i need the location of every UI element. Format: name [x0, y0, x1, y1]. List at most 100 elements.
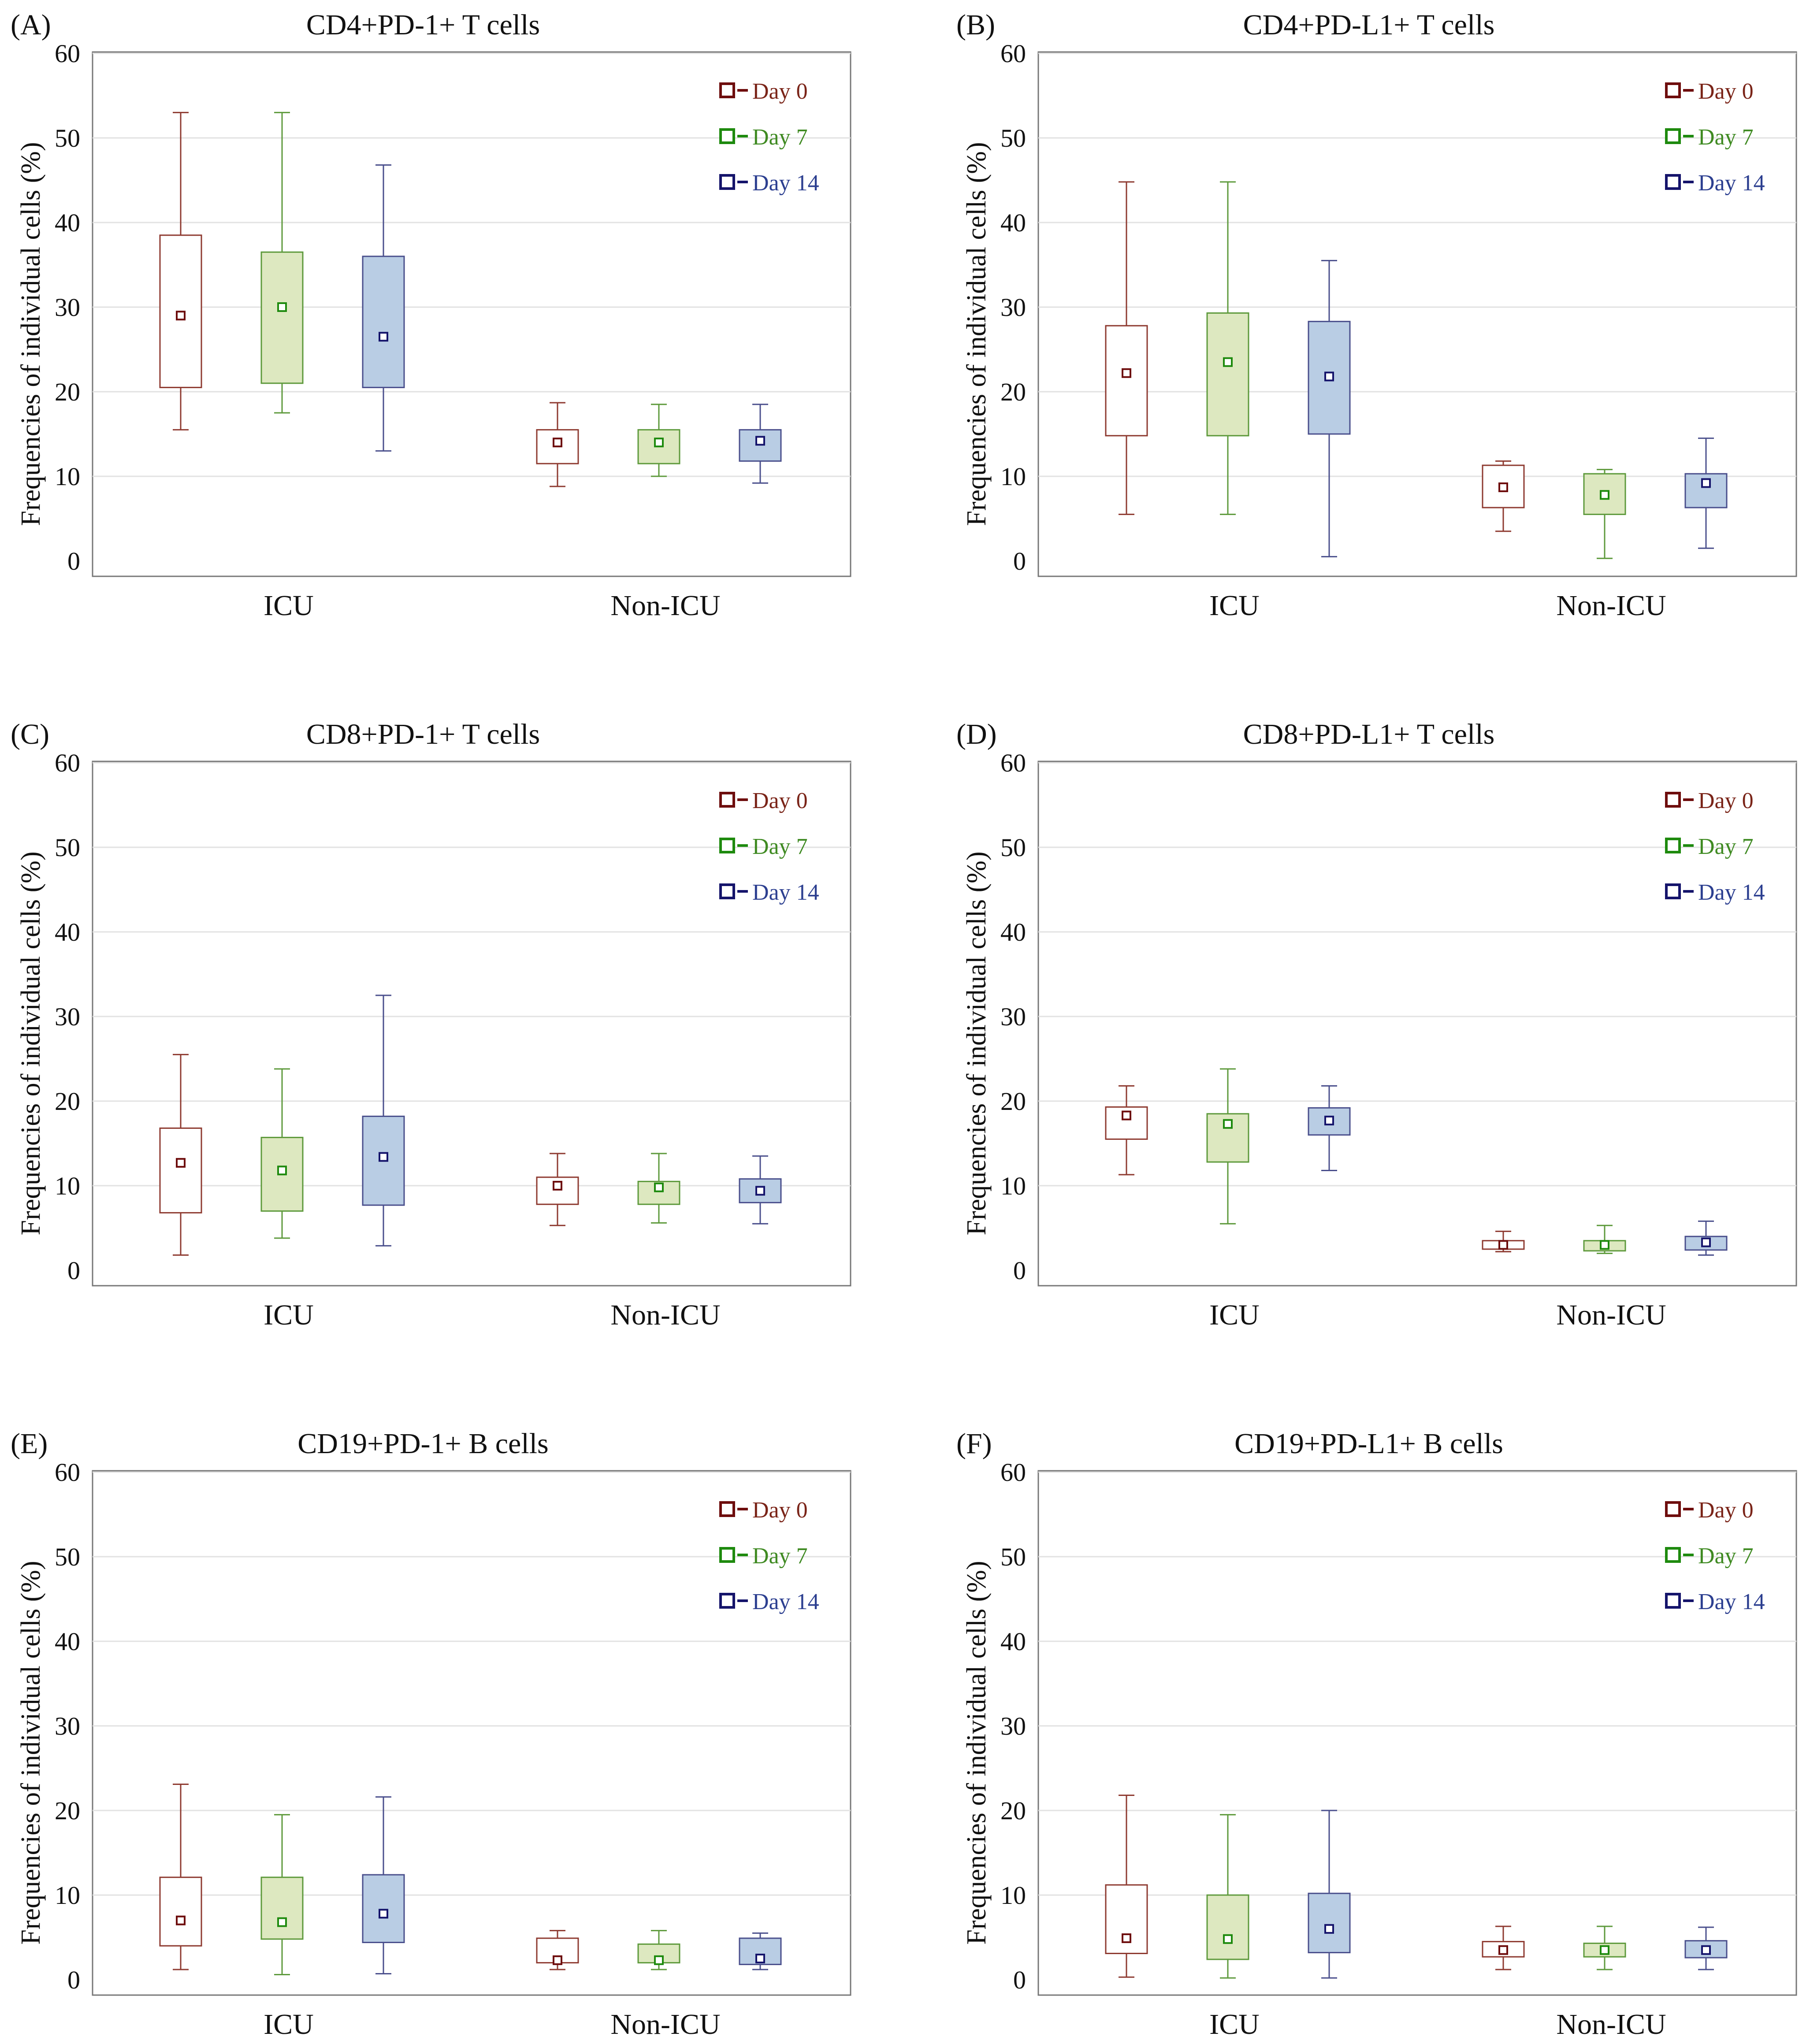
y-tick-label: 60: [55, 1458, 80, 1487]
median-marker: [1122, 1933, 1131, 1943]
legend-label: Day 7: [752, 834, 808, 859]
y-tick-label: 20: [55, 1796, 80, 1825]
legend-marker: [1665, 883, 1681, 899]
plot-frame: [92, 1470, 851, 1996]
median-marker: [1122, 1110, 1131, 1120]
chart-title: CD4+PD-L1+ T cells: [1243, 9, 1495, 41]
median-marker: [1600, 1240, 1609, 1250]
box-body: [362, 1874, 405, 1944]
median-marker: [755, 1186, 765, 1196]
box-day14: [739, 1155, 782, 1224]
legend-label: Day 7: [1698, 1543, 1754, 1569]
category-label: Non-ICU: [1556, 1299, 1666, 1331]
y-tick-label: 40: [55, 918, 80, 946]
median-marker: [1498, 1945, 1508, 1955]
box-day7: [260, 1068, 304, 1239]
legend-marker: [719, 792, 735, 808]
median-marker: [1701, 1237, 1711, 1247]
panel-label: (C): [11, 718, 49, 750]
box-day0: [1482, 1231, 1525, 1253]
box-day0: [536, 1930, 579, 1970]
chart-panel-c: 0 10 20 30 40 50 60(C) CD8+PD-1+ T cells Frequen…: [11, 718, 851, 1331]
y-tick-label: 20: [55, 378, 80, 406]
y-tick-label: 10: [1000, 1881, 1026, 1910]
category-label: ICU: [1209, 1299, 1260, 1331]
median-marker: [1701, 1945, 1711, 1955]
y-tick-label: 20: [1000, 378, 1026, 406]
legend-label: Day 0: [1698, 788, 1754, 813]
y-tick-label: 50: [55, 124, 80, 152]
y-tick-label: 10: [55, 462, 80, 491]
box-day14: [1684, 1220, 1728, 1256]
box-day14: [739, 404, 782, 484]
legend-marker: [719, 128, 735, 144]
y-tick-label: 50: [1000, 833, 1026, 862]
box-day14: [1308, 260, 1351, 557]
box-day0: [1482, 1925, 1525, 1970]
plot-frame: [1037, 1470, 1797, 1996]
box-day0: [159, 1054, 202, 1256]
median-marker: [277, 1165, 287, 1176]
median-marker: [1324, 371, 1334, 382]
y-axis-label: Frequencies of individual cells (%): [962, 1561, 992, 1944]
median-marker: [176, 1158, 186, 1168]
y-tick-label: 50: [55, 1543, 80, 1571]
y-axis-label: Frequencies of individual cells (%): [962, 851, 992, 1235]
y-tick-label: 40: [55, 1627, 80, 1656]
legend-marker: [719, 1501, 735, 1517]
box-day14: [1684, 438, 1728, 549]
box-day14: [1308, 1085, 1351, 1171]
median-marker: [176, 1915, 186, 1925]
median-marker: [1223, 1934, 1233, 1944]
y-tick-label: 50: [55, 833, 80, 862]
median-marker: [277, 1917, 287, 1927]
box-body: [1105, 1884, 1148, 1954]
median-marker: [277, 302, 287, 312]
median-marker: [654, 438, 664, 448]
y-tick-label: 10: [55, 1881, 80, 1910]
y-tick-label: 10: [1000, 1172, 1026, 1200]
chart-panel-a: 0 10 20 30 40 50 60(A) CD4+PD-1+ T cells Frequen…: [11, 9, 851, 622]
legend-label: Day 0: [752, 788, 808, 813]
y-tick-label: 20: [1000, 1087, 1026, 1116]
box-day14: [1684, 1926, 1728, 1970]
category-label: Non-ICU: [610, 2008, 720, 2040]
legend-label: Day 0: [1698, 79, 1754, 104]
y-tick-label: 0: [1013, 1256, 1026, 1285]
median-marker: [755, 436, 765, 446]
median-marker: [379, 332, 388, 342]
category-label: ICU: [1209, 2008, 1260, 2040]
y-tick-label: 40: [1000, 1627, 1026, 1656]
legend-marker: [1665, 82, 1681, 98]
legend-marker: [719, 838, 735, 853]
legend-marker: [1665, 1501, 1681, 1517]
box-day0: [159, 111, 202, 430]
legend-label: Day 14: [1698, 880, 1765, 905]
legend-marker: [719, 82, 735, 98]
median-marker: [176, 311, 186, 321]
legend-label: Day 7: [1698, 834, 1754, 859]
y-tick-label: 50: [1000, 124, 1026, 152]
chart-title: CD8+PD-1+ T cells: [306, 718, 540, 750]
box-day7: [637, 404, 680, 477]
box-day14: [1308, 1810, 1351, 1979]
box-day7: [260, 111, 304, 414]
legend-label: Day 0: [1698, 1498, 1754, 1523]
y-tick-label: 30: [55, 1712, 80, 1740]
median-marker: [1223, 1119, 1233, 1129]
median-marker: [654, 1182, 664, 1192]
y-tick-label: 60: [55, 39, 80, 68]
box-day14: [362, 1796, 405, 1975]
box-body: [260, 251, 304, 384]
box-day7: [1583, 1224, 1626, 1254]
chart-title: CD4+PD-1+ T cells: [306, 9, 540, 41]
category-label: Non-ICU: [1556, 2008, 1666, 2040]
box-day7: [637, 1930, 680, 1970]
plot-frame: [1037, 760, 1797, 1287]
box-day0: [1105, 1085, 1148, 1176]
panel-label: (D): [956, 718, 997, 750]
legend-label: Day 14: [1698, 171, 1765, 196]
median-marker: [1324, 1116, 1334, 1126]
box-body: [159, 1127, 202, 1213]
box-day0: [1105, 1794, 1148, 1978]
